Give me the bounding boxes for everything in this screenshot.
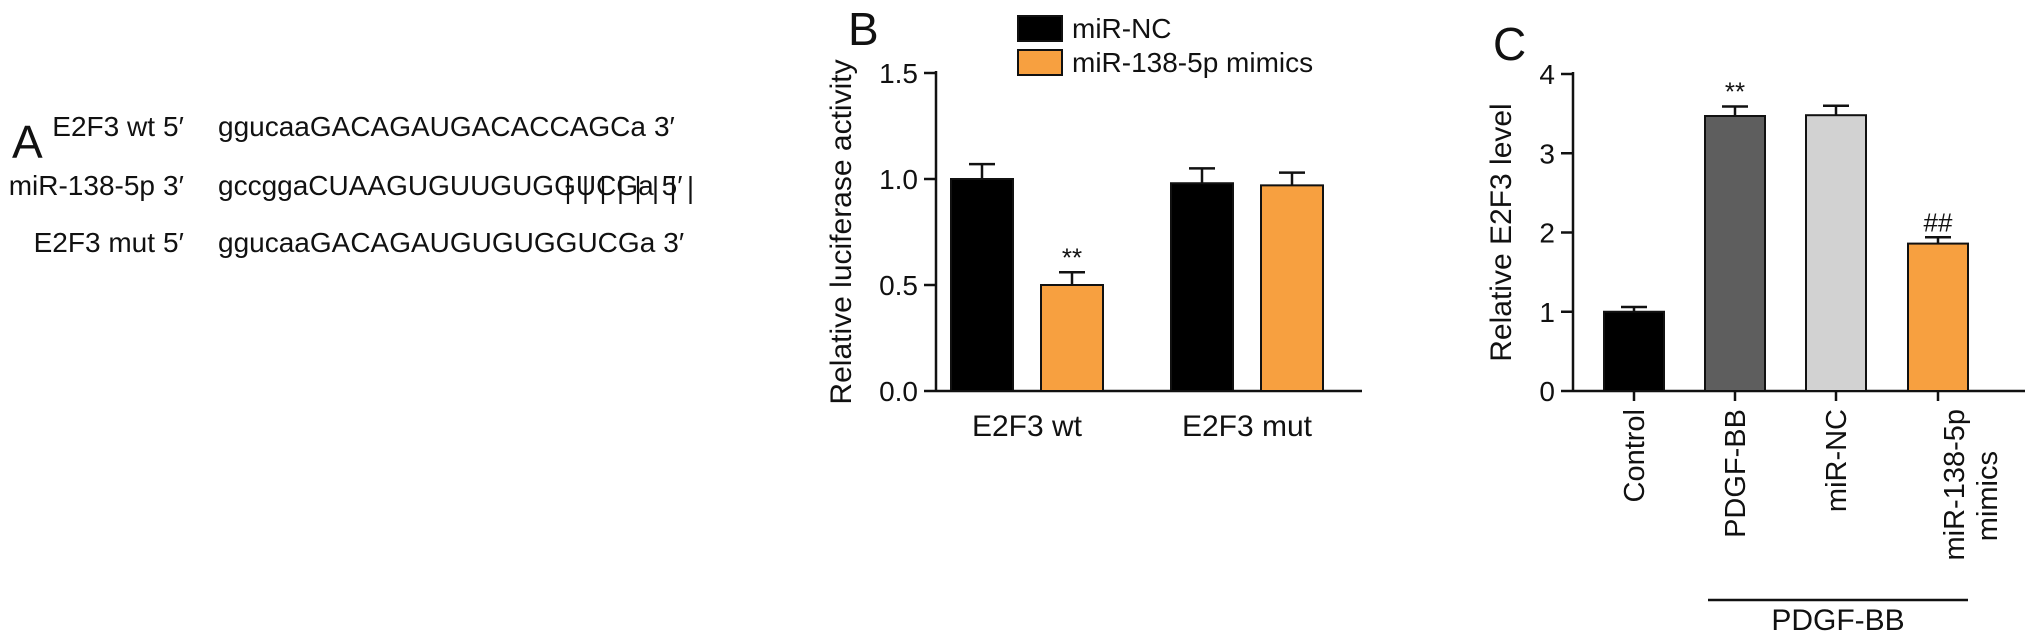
panel-b-letter: B <box>848 3 879 55</box>
sequence-label: miR-138-5p <box>9 170 155 201</box>
sequence-text: ggucaaGACAGAUGUGUGGUCGa <box>218 227 656 258</box>
bar <box>1040 284 1104 392</box>
bar <box>1260 184 1324 392</box>
prime-left: 3′ <box>163 170 184 201</box>
legend-swatch <box>1017 15 1063 42</box>
sequence-seed: CUAAGUGUUGUGGUCG <box>308 170 638 201</box>
sequence-seed: GACAGAUGACACCAGC <box>310 111 631 142</box>
base-pairing-lines <box>566 176 692 204</box>
group-label: PDGF-BB <box>1771 604 1904 637</box>
bar <box>1170 182 1234 392</box>
sequence-label: E2F3 mut <box>34 227 156 258</box>
legend-swatch <box>1017 49 1063 76</box>
sequence-rows: E2F3 wt 5′ ggucaaGACAGAUGACACCAGCa 3′miR-13… <box>9 111 684 258</box>
x-category-label: E2F3 wt <box>972 410 1083 443</box>
x-category-label-line: miR-NC <box>1821 409 1853 512</box>
sequence-text: ggucaaGACAGAUGACACCAGCa <box>218 111 646 142</box>
y-tick-label: 0.0 <box>879 376 918 407</box>
bar <box>1805 114 1867 393</box>
x-category-label: PDGF-BB <box>1720 409 1752 538</box>
prime-right: 3′ <box>663 227 684 258</box>
x-category-label: miR-NC <box>1821 409 1853 512</box>
x-category-label-line: PDGF-BB <box>1720 409 1752 538</box>
bar <box>1704 115 1766 392</box>
x-category-label: Control <box>1619 409 1651 503</box>
panel-a: A E2F3 wt 5′ ggucaaGACAGAUGACACCAGCa 3′miR-… <box>9 111 692 258</box>
legend-label: miR-138-5p mimics <box>1072 47 1313 78</box>
panel-c: C 0 1 2 3 4 Relative E2F3 level Control ** PDGF-… <box>1485 18 2025 637</box>
prime-right: 3′ <box>654 111 675 142</box>
sequence-lower: gccgga <box>218 170 309 201</box>
panel-b: B 0.0 0.5 1.0 1.5 Relative luciferase activi… <box>825 3 1362 443</box>
x-category-label-line: mimics <box>1972 451 2004 541</box>
y-tick-label: 0 <box>1539 376 1555 407</box>
bar <box>1907 242 1969 392</box>
y-tick-label: 0.5 <box>879 270 918 301</box>
chart-c: 0 1 2 3 4 Relative E2F3 level Control ** PDGF-BB… <box>1485 59 2025 637</box>
bar <box>950 178 1014 392</box>
y-axis-label: Relative E2F3 level <box>1485 103 1518 361</box>
y-tick-label: 3 <box>1539 138 1555 169</box>
y-tick-label: 2 <box>1539 218 1555 249</box>
y-tick-label: 1.0 <box>879 164 918 195</box>
x-category-label: E2F3 mut <box>1182 410 1313 443</box>
sequence-label: E2F3 wt <box>52 111 155 142</box>
x-category-label-line: miR-138-5p <box>1939 409 1971 561</box>
sequence-lower: ggucaa <box>218 111 310 142</box>
prime-left: 5′ <box>163 227 184 258</box>
panel-c-letter: C <box>1493 18 1526 70</box>
sequence-tail: a <box>630 111 646 142</box>
bar <box>1603 310 1665 392</box>
prime-left: 5′ <box>163 111 184 142</box>
sequence-seed: GACAGAUGUGUGGUCG <box>310 227 640 258</box>
sequence-text: gccggaCUAAGUGUUGUGGUCGa <box>218 170 654 201</box>
legend-label: miR-NC <box>1072 13 1172 44</box>
significance-label: ** <box>1725 76 1745 106</box>
sequence-tail: a <box>638 170 654 201</box>
y-tick-label: 1.5 <box>879 58 918 89</box>
significance-label: ** <box>1062 242 1082 272</box>
chart-b: 0.0 0.5 1.0 1.5 Relative luciferase activity… <box>825 13 1362 443</box>
y-tick-label: 1 <box>1539 297 1555 328</box>
sequence-tail: a <box>640 227 656 258</box>
x-category-label-line: Control <box>1619 409 1651 503</box>
y-tick-label: 4 <box>1539 59 1555 90</box>
sequence-lower: ggucaa <box>218 227 310 258</box>
panel-a-letter: A <box>12 116 43 168</box>
x-category-label: miR-138-5pmimics <box>1939 409 2004 561</box>
significance-label: ## <box>1924 207 1953 237</box>
y-axis-label: Relative luciferase activity <box>825 59 858 404</box>
